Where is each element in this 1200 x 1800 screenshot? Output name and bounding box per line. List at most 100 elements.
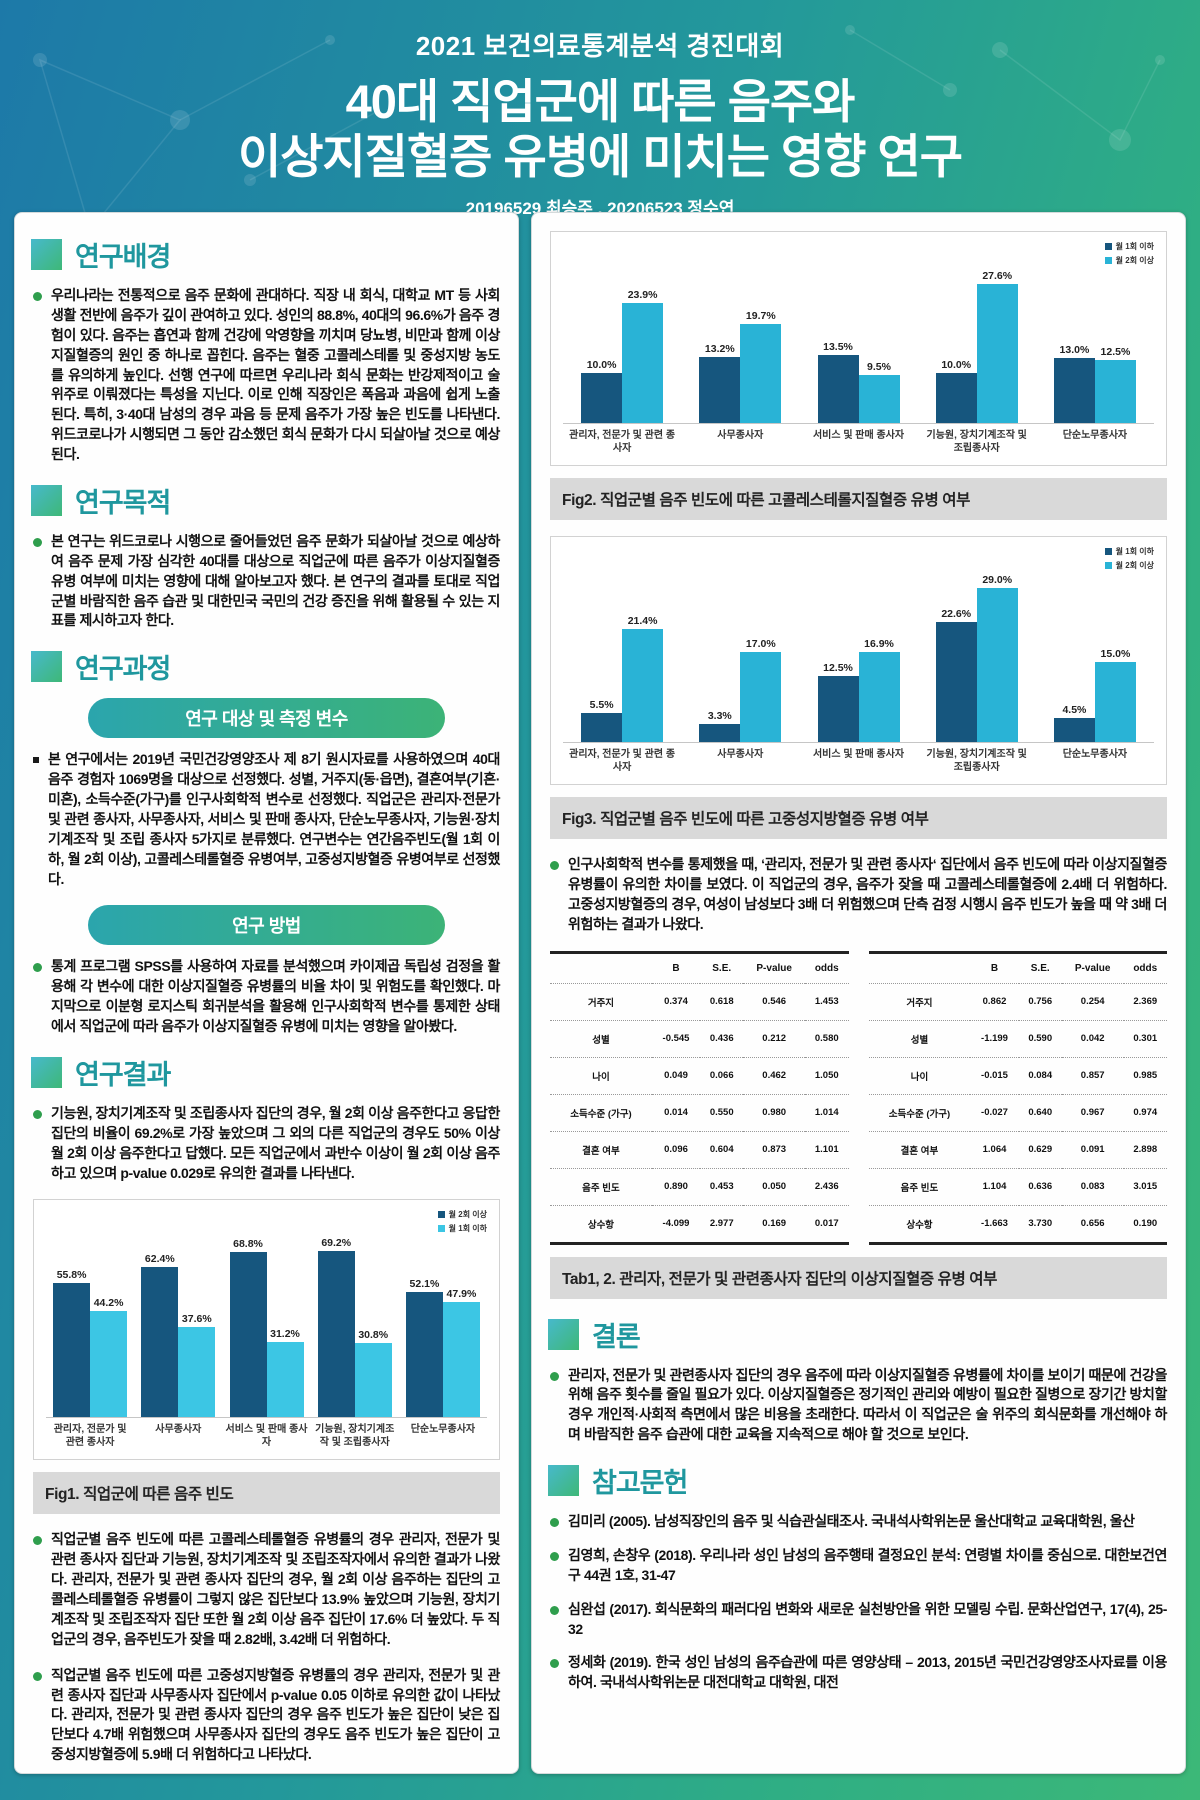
bar-wrap: 12.5% <box>1094 346 1136 423</box>
fig2-plot-area: 10.0% 23.9% 13.2% 19.7% 13.5% 9.5% 10.0% 27.6% 1… <box>563 262 1154 424</box>
bar-wrap: 12.5% <box>817 662 859 742</box>
results-text: 기능원, 장치기계조작 및 조립종사자 집단의 경우, 월 2회 이상 음주한다… <box>51 1104 500 1181</box>
bar-value-label: 69.2% <box>321 1237 352 1250</box>
bar-wrap: 13.0% <box>1053 344 1095 423</box>
value-cell: 0.857 <box>1080 1070 1105 1081</box>
value-cell: -1.199 <box>981 1033 1008 1044</box>
value-cell: 0.873 <box>762 1144 787 1155</box>
value-cell: 1.101 <box>814 1144 839 1155</box>
bar-value-label: 12.5% <box>823 662 853 674</box>
value-cell: 1.104 <box>982 1181 1007 1192</box>
discussion-text: 인구사회학적 변수를 통제했을 때, ‘관리자, 전문가 및 관련 종사자‘ 집… <box>568 856 1167 932</box>
bar <box>178 1327 216 1418</box>
bullet-dot-icon <box>33 1671 42 1681</box>
value-cell: -0.027 <box>981 1107 1008 1118</box>
bullet-dot-icon <box>33 1536 42 1546</box>
bar-group: 52.1% 47.9% <box>399 1278 487 1418</box>
legend-swatch-light <box>1104 562 1112 569</box>
row-label-cell: 상수항 <box>906 1219 933 1231</box>
discussion-paragraph: 인구사회학적 변수를 통제했을 때, ‘관리자, 전문가 및 관련 종사자‘ 집… <box>550 855 1167 935</box>
bullet-dot-icon <box>550 1371 559 1381</box>
bar <box>317 1251 355 1418</box>
section-title: 결론 <box>592 1321 641 1352</box>
bar-wrap: 29.0% <box>976 574 1018 742</box>
fig1-chart: 월 2회 이상 월 1회 이하 55.8% 44.2% 62.4% 37.6% 68.8… <box>33 1199 500 1461</box>
bullet-dot-icon <box>33 963 42 973</box>
legend-item: 월 2회 이상 <box>1104 255 1154 266</box>
row-label-cell: 거주지 <box>587 997 615 1009</box>
bar-value-label: 10.0% <box>941 359 972 371</box>
bar-wrap: 9.5% <box>858 361 900 423</box>
fig1-plot-area: 55.8% 44.2% 62.4% 37.6% 68.8% 31.2% 69.2% 30.8%… <box>46 1230 487 1419</box>
value-cell: 1.014 <box>814 1107 839 1118</box>
bar-value-label: 10.0% <box>586 359 617 371</box>
bar-value-label: 62.4% <box>144 1253 175 1266</box>
bar-wrap: 55.8% <box>53 1269 91 1418</box>
table-row: 결혼 여부 1.064 0.629 0.091 2.898 <box>868 1131 1167 1168</box>
table-corner-cell <box>550 952 652 983</box>
contest-title: 2021 보건의료통계분석 경진대회 <box>415 31 785 61</box>
poster-title: 40대 직업군에 따른 음주와 이상지질혈증 유병에 미치는 영향 연구 <box>0 75 1200 184</box>
bar-value-label: 3.3% <box>707 710 732 722</box>
value-cell: 0.604 <box>709 1144 734 1155</box>
value-cell: 0.017 <box>814 1218 839 1229</box>
bar-group: 68.8% 31.2% <box>222 1238 310 1418</box>
legend-label: 월 1회 이하 <box>448 1224 487 1234</box>
value-cell: 0.550 <box>709 1107 734 1118</box>
table-row: 음주 빈도 1.104 0.636 0.083 3.015 <box>868 1168 1167 1205</box>
section-square-icon <box>548 1318 579 1350</box>
purpose-text: 본 연구는 위드코로나 시행으로 줄어들었던 음주 문화가 되살아날 것으로 예… <box>51 532 500 629</box>
bar-group: 13.0% 12.5% <box>1036 344 1154 423</box>
tab2-table: B S.E. P-value odds 거주지 0.862 0.756 0.254 2.369 성… <box>868 951 1167 1245</box>
section-title: 연구과정 <box>75 654 171 685</box>
bullet-dot-icon <box>550 861 559 870</box>
bar-value-label: 22.6% <box>941 608 972 620</box>
fig3-caption: Fig3. 직업군별 음주 빈도에 따른 고중성지방혈증 유병 여부 <box>550 797 1167 839</box>
category-label: 기능원, 장치기계조작 및 조립종사자 <box>315 1424 395 1448</box>
value-cell: 0.374 <box>664 996 688 1007</box>
section-square-icon <box>31 651 62 683</box>
table-header-cell: B <box>990 962 999 974</box>
table-header-cell: P-value <box>1074 962 1111 974</box>
row-label-cell: 결혼 여부 <box>582 1145 620 1157</box>
value-cell: 0.084 <box>1028 1070 1053 1081</box>
bar-wrap: 30.8% <box>354 1329 392 1418</box>
table-header-cell: P-value <box>756 962 792 974</box>
value-cell: 1.453 <box>814 996 839 1007</box>
category-label: 사무종사자 <box>717 749 764 760</box>
reference-item: 김미리 (2005). 남성직장인의 음주 및 식습관실태조사. 국내석사학위논… <box>550 1512 1167 1532</box>
regression-table: B S.E. P-value odds 거주지 0.862 0.756 0.254 2.369 성… <box>868 951 1167 1245</box>
pill-method: 연구 방법 <box>87 905 446 946</box>
section-square-icon <box>31 1056 62 1088</box>
poster-header: 2021 보건의료통계분석 경진대회 40대 직업군에 따른 음주와 이상지질혈… <box>0 0 1200 218</box>
table-row: 상수항 -4.099 2.977 0.169 0.017 <box>550 1205 849 1243</box>
reference-text: 심완섭 (2017). 회식문화의 패러다임 변화와 새로운 실천방안을 위한 … <box>568 1600 1167 1637</box>
value-cell: -0.015 <box>981 1070 1008 1081</box>
value-cell: 0.091 <box>1080 1144 1105 1155</box>
bar <box>817 355 859 423</box>
bar-group: 13.2% 19.7% <box>681 310 799 423</box>
fig1-legend: 월 2회 이상 월 1회 이하 <box>437 1209 487 1234</box>
value-cell: 0.212 <box>762 1033 787 1044</box>
fig3-chart: 월 1회 이하 월 2회 이상 5.5% 21.4% 3.3% 17.0% 12.5% 1… <box>550 536 1167 785</box>
bar-wrap: 13.2% <box>699 343 741 423</box>
bar <box>699 724 741 742</box>
value-cell: 1.064 <box>982 1144 1007 1155</box>
legend-label: 월 2회 이상 <box>1115 561 1154 570</box>
bar-value-label: 68.8% <box>233 1238 263 1251</box>
row-label-cell: 거주지 <box>906 997 933 1009</box>
row-label-cell: 결혼 여부 <box>900 1145 939 1157</box>
bullet-dot-icon <box>33 292 42 301</box>
bar-group: 55.8% 44.2% <box>46 1269 134 1418</box>
bar <box>622 629 664 742</box>
right-panel: 월 1회 이하 월 2회 이상 10.0% 23.9% 13.2% 19.7% 13.5… <box>531 212 1186 1774</box>
bar-value-label: 9.5% <box>867 361 891 373</box>
section-references-header: 참고문헌 <box>548 1461 1169 1500</box>
legend-label: 월 1회 이하 <box>1115 242 1154 251</box>
value-cell: 0.462 <box>762 1070 787 1081</box>
bar-value-label: 21.4% <box>627 615 658 627</box>
bar <box>1053 718 1095 742</box>
legend-item: 월 2회 이상 <box>1104 560 1154 571</box>
bar-wrap: 19.7% <box>740 310 782 423</box>
section-title: 연구배경 <box>75 242 171 272</box>
